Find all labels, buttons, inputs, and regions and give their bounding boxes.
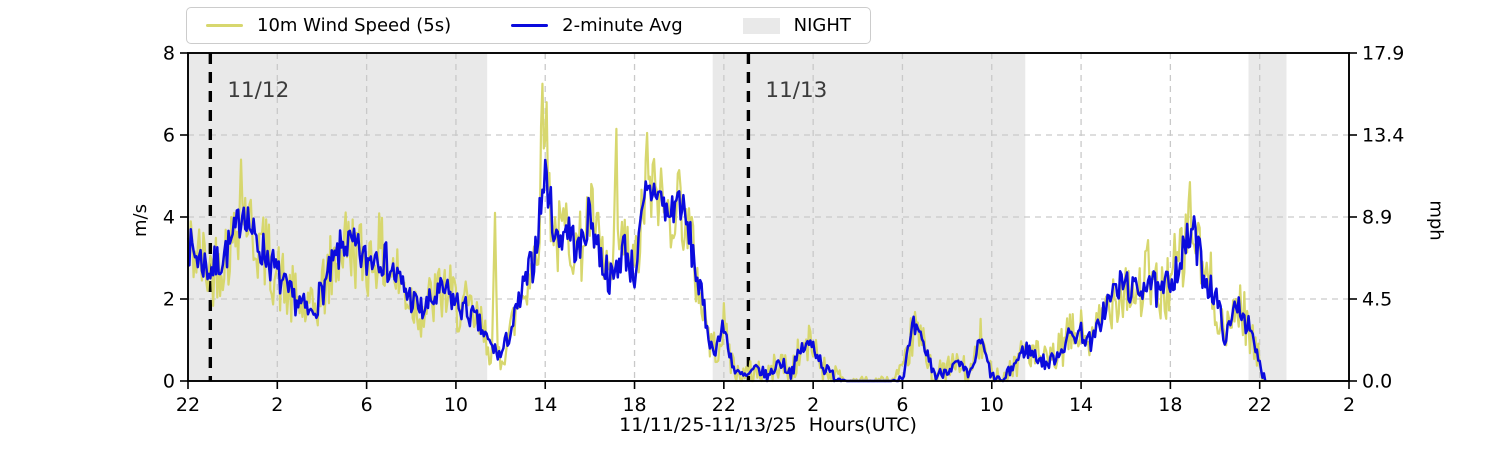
right-tick-label: 17.9 (1362, 43, 1404, 65)
right-tick-label: 0.0 (1362, 371, 1392, 393)
x-tick-label: 10 (980, 394, 1004, 416)
night-band (712, 53, 1026, 381)
avg-line-swatch (511, 23, 549, 28)
legend-item-night: NIGHT (742, 14, 851, 36)
left-tick-label: 6 (163, 125, 175, 147)
raw-line-swatch (206, 23, 243, 28)
left-axis-label: m/s (129, 204, 151, 237)
x-tick-label: 2 (807, 394, 819, 416)
x-tick-label: 14 (1069, 394, 1093, 416)
x-tick-label: 10 (444, 394, 468, 416)
left-tick-label: 0 (163, 371, 175, 393)
x-tick-label: 14 (533, 394, 557, 416)
legend-item-avg-label: 2-minute Avg (562, 14, 683, 36)
avg-wind-series (187, 158, 1267, 383)
right-tick-label: 8.9 (1362, 207, 1392, 229)
x-tick-label: 2 (271, 394, 283, 416)
left-tick-label: 8 (163, 43, 175, 65)
night-patch-swatch (742, 17, 780, 34)
right-axis-label: mph (1425, 200, 1447, 241)
x-tick-label: 22 (1248, 394, 1272, 416)
left-tick-label: 2 (163, 289, 175, 311)
legend: 10m Wind Speed (5s) 2-minute Avg NIGHT (186, 7, 871, 44)
day-boundary-label: 11/12 (227, 78, 289, 103)
tick-marks (180, 52, 1357, 389)
x-tick-label: 18 (1158, 394, 1182, 416)
legend-item-avg: 2-minute Avg (511, 14, 683, 36)
x-tick-label: 22 (712, 394, 736, 416)
x-tick-label: 18 (622, 394, 646, 416)
tick-labels: 22 2 6 10 14 18 22 2 6 10 14 18 22 2024680.04.58.913.… (163, 43, 1404, 416)
x-tick-label: 6 (361, 394, 373, 416)
legend-item-night-label: NIGHT (793, 14, 851, 36)
x-tick-label: 2 (1343, 394, 1355, 416)
x-axis-label: 11/11/25-11/13/25 Hours(UTC) (619, 414, 917, 436)
right-tick-label: 4.5 (1362, 289, 1392, 311)
day-boundary-label: 11/13 (765, 78, 827, 103)
left-tick-label: 4 (163, 207, 175, 229)
right-tick-label: 13.4 (1362, 125, 1404, 147)
legend-item-raw: 10m Wind Speed (5s) (206, 14, 452, 36)
x-tick-label: 6 (896, 394, 908, 416)
x-tick-label: 22 (176, 394, 200, 416)
legend-item-raw-label: 10m Wind Speed (5s) (257, 14, 452, 36)
